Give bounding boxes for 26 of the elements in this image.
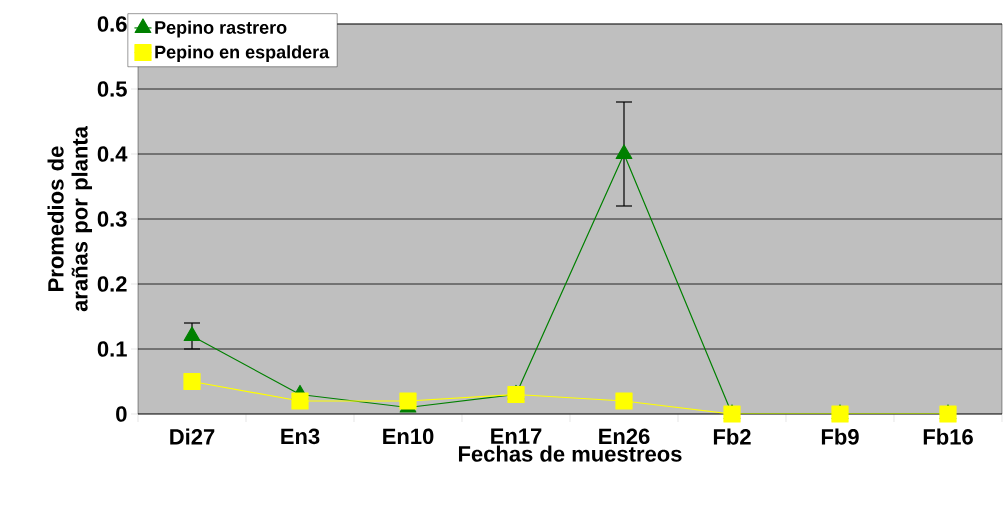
x-tick-label: En26 <box>599 428 650 445</box>
point <box>507 385 525 404</box>
y-tick-label: 0.2 <box>97 276 127 292</box>
x-tick-label: Di27 <box>170 428 215 445</box>
point <box>615 144 633 160</box>
x-axis-title: Fechas de muestreos <box>458 445 682 462</box>
x-tick-label: En10 <box>383 428 434 445</box>
y-tick-label: 0.6 <box>97 16 127 32</box>
legend-label: Pepino rastrero <box>155 20 287 38</box>
point <box>183 372 201 391</box>
x-tick-label: En3 <box>281 428 320 445</box>
y-tick-label: 0.4 <box>97 146 128 162</box>
y-tick-label: 0.1 <box>97 341 127 357</box>
y-tick-label: 0.5 <box>97 81 127 97</box>
x-tick-label: Fb16 <box>923 428 973 445</box>
legend-label: Pepino en espaldera <box>155 45 330 62</box>
point <box>183 326 201 342</box>
x-tick-label: Fb9 <box>821 428 859 445</box>
y-axis-title: Promedios de arañas por planta <box>47 125 93 312</box>
x-tick-label: En17 <box>491 428 542 444</box>
y-tick-label: 0 <box>116 406 127 422</box>
point <box>291 392 309 410</box>
y-tick-label: 0.3 <box>97 211 127 227</box>
x-tick-label: Fb2 <box>713 428 751 445</box>
point <box>615 392 633 410</box>
point <box>399 392 417 410</box>
